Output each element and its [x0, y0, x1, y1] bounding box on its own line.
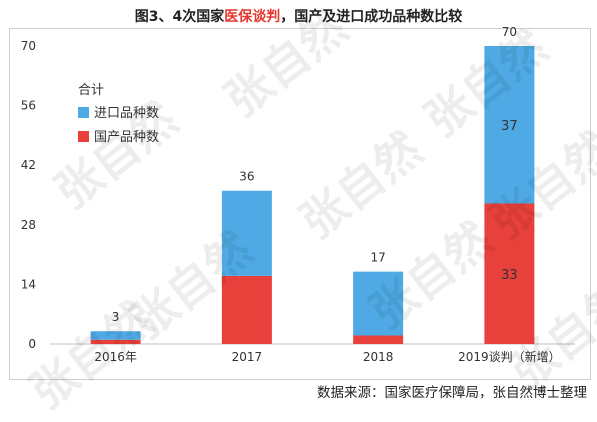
bar-segment — [90, 339, 141, 344]
x-tick-label: 2019谈判（新增） — [458, 349, 561, 364]
segment-data-label: 37 — [501, 119, 518, 134]
legend-label: 国产品种数 — [94, 130, 159, 145]
title-suffix: ，国产及进口成功品种数比较 — [280, 9, 463, 25]
chart-frame — [9, 28, 591, 380]
x-tick-label: 2017 — [232, 350, 263, 364]
title-prefix: 图3、4次国家 — [134, 9, 225, 25]
y-tick-label: 42 — [21, 158, 36, 172]
bar-segment — [353, 271, 404, 336]
total-label: 3 — [112, 310, 120, 324]
legend-swatch — [78, 131, 89, 142]
bar-segment — [484, 46, 535, 204]
legend-title: 合计 — [78, 83, 104, 98]
bar-chart: 0 14 28 42 56 70 3 2016年 36 2017 17 2018 70 2019谈判（新增… — [21, 25, 575, 364]
y-tick-label: 56 — [21, 99, 36, 113]
total-label: 17 — [370, 251, 385, 265]
y-tick-label: 28 — [21, 218, 36, 232]
y-tick-label: 14 — [21, 277, 36, 291]
bar-segment — [221, 190, 272, 276]
bar-segment — [90, 331, 141, 340]
y-tick-label: 70 — [21, 39, 36, 53]
x-tick-label: 2016年 — [94, 350, 137, 364]
total-label: 70 — [502, 25, 517, 39]
bar-segment — [353, 335, 404, 344]
y-tick-label: 0 — [28, 337, 36, 351]
total-label: 36 — [239, 170, 254, 184]
bar-segment — [221, 275, 272, 344]
legend-label: 进口品种数 — [94, 106, 159, 121]
bar-segment — [484, 203, 535, 344]
title-highlight: 医保谈判 — [224, 9, 281, 25]
segment-data-label: 33 — [501, 268, 518, 283]
x-tick-label: 2018 — [363, 350, 394, 364]
chart-title: 图3、4次国家医保谈判，国产及进口成功品种数比较 — [0, 6, 597, 26]
data-source-note: 数据来源：国家医疗保障局，张自然博士整理 — [317, 385, 587, 401]
legend-swatch — [78, 107, 89, 118]
